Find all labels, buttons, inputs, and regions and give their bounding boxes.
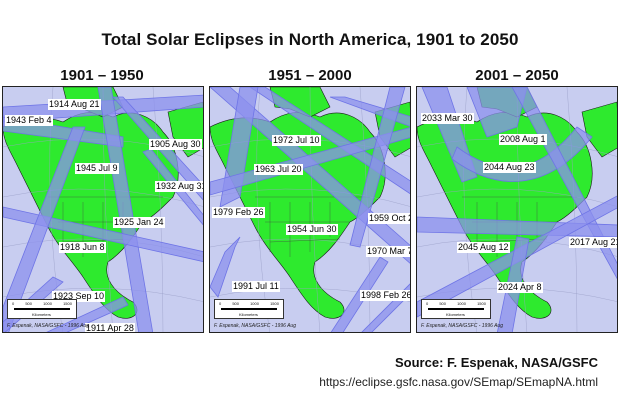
- map-credit: F. Espenak, NASA/GSFC - 1996 Aug: [421, 323, 503, 329]
- eclipse-label: 2008 Aug 1: [499, 134, 547, 145]
- eclipse-label: 1959 Oct 2: [368, 213, 410, 224]
- scale-bar: 0 500 1000 1500 Kilometers: [7, 299, 77, 319]
- source-url: https://eclipse.gsfc.nasa.gov/SEmap/SEma…: [319, 375, 598, 389]
- eclipse-label: 1918 Jun 8: [59, 242, 106, 253]
- map-graphic: [210, 87, 410, 332]
- eclipse-label: 2033 Mar 30: [421, 113, 474, 124]
- eclipse-label: 1914 Aug 21: [48, 99, 101, 110]
- eclipse-label: 1945 Jul 9: [75, 163, 119, 174]
- eclipse-label: 1911 Apr 28: [85, 323, 135, 333]
- eclipse-label: 1963 Jul 20: [254, 164, 303, 175]
- eclipse-label: 1998 Feb 26: [360, 290, 411, 301]
- scale-bar: 0 500 1000 1500 Kilometers: [421, 299, 491, 319]
- eclipse-label: 2017 Aug 21: [569, 237, 617, 248]
- period-title-2001-2050: 2001 – 2050: [475, 67, 559, 84]
- eclipse-label: 1970 Mar 7: [366, 246, 410, 257]
- eclipse-label: 1925 Jan 24: [113, 217, 165, 228]
- period-title-1901-1950: 1901 – 1950: [60, 67, 144, 84]
- period-title-1951-2000: 1951 – 2000: [268, 67, 352, 84]
- eclipse-label: 1972 Jul 10: [272, 135, 321, 146]
- eclipse-label: 2024 Apr 8: [497, 282, 543, 293]
- source-credit: Source: F. Espenak, NASA/GSFC: [395, 355, 598, 370]
- eclipse-label: 1954 Jun 30: [286, 224, 338, 235]
- eclipse-label: 2044 Aug 23: [483, 162, 536, 173]
- eclipse-label: 1943 Feb 4: [5, 115, 53, 126]
- eclipse-label: 1932 Aug 31: [155, 181, 203, 192]
- eclipse-label: 2045 Aug 12: [457, 242, 510, 253]
- map-1951-2000: 1972 Jul 10 1963 Jul 20 1979 Feb 26 1959…: [209, 86, 411, 333]
- eclipse-label: 1979 Feb 26: [212, 207, 265, 218]
- map-2001-2050: 2033 Mar 30 2008 Aug 1 2044 Aug 23 2045 …: [416, 86, 618, 333]
- map-credit: F. Espenak, NASA/GSFC - 1996 Aug: [214, 323, 296, 329]
- eclipse-label: 1905 Aug 30: [149, 139, 202, 150]
- map-credit: F. Espenak, NASA/GSFC - 1996 Aug: [7, 323, 89, 329]
- scale-bar: 0 500 1000 1500 Kilometers: [214, 299, 284, 319]
- eclipse-label: 1923 Sep 10: [52, 291, 106, 302]
- map-1901-1950: 1914 Aug 21 1943 Feb 4 1905 Aug 30 1945 …: [2, 86, 204, 333]
- page-title: Total Solar Eclipses in North America, 1…: [101, 30, 519, 49]
- eclipse-label: 1991 Jul 11: [232, 281, 280, 292]
